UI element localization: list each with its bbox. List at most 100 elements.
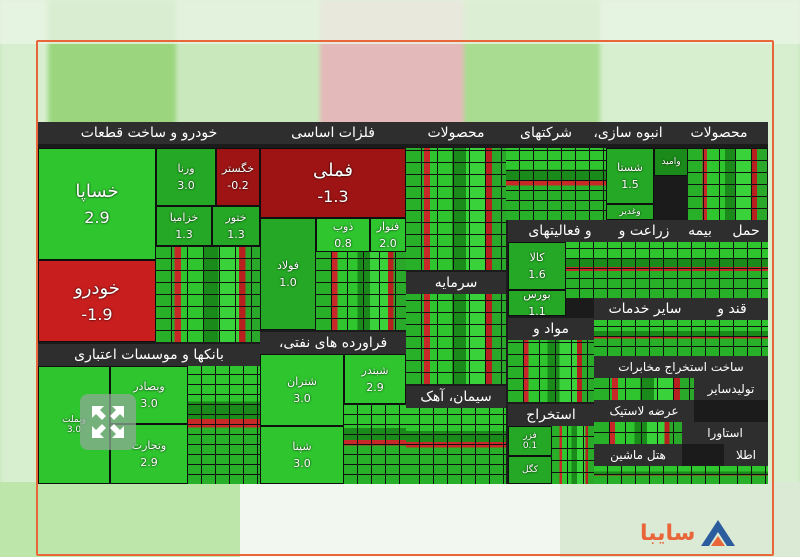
market-treemap: خودرو و ساخت قطعات خساپا 2.9 خودرو -1.9 … [38, 122, 768, 484]
tile-change: 2.9 [84, 208, 110, 227]
label-machinery: ماشین [610, 448, 644, 462]
tile-khgostar[interactable]: خگستر -0.2 [216, 148, 260, 206]
sector-header-other-j[interactable]: تولیدسایر [694, 378, 768, 400]
photo-frame [36, 40, 774, 556]
tile-kala[interactable]: کالا 1.6 [508, 242, 566, 290]
sector-header-materials[interactable]: مواد و [508, 318, 594, 340]
tile-symbol: خزامیا [169, 211, 199, 224]
small-tiles-metals [316, 252, 406, 330]
sector-header-activities[interactable]: و فعالیتهای [508, 220, 612, 242]
tile-zob[interactable]: ذوب 0.8 [316, 218, 370, 252]
sector-header-other-e[interactable]: استاورا [682, 422, 768, 444]
sector-header-construction[interactable]: ساخت استخراج مخابرات [594, 356, 768, 378]
background-band [0, 0, 800, 44]
brand-logo: سایبا [640, 518, 743, 548]
tile-khodro[interactable]: خودرو -1.9 [38, 260, 156, 342]
tile-change: 1.3 [227, 228, 245, 241]
tile-khtour[interactable]: ختور 1.3 [212, 206, 260, 246]
tile-symbol: وتجارت [131, 439, 167, 452]
tile-khasapa[interactable]: خساپا 2.9 [38, 148, 156, 260]
tile-change: 3.0 [140, 397, 158, 410]
small-tiles-services [594, 320, 768, 356]
sector-header-services[interactable]: سایر خدمات [594, 298, 696, 320]
sector-header-agri[interactable]: زراعت و [612, 220, 676, 242]
tile-symbol: شپنا [292, 440, 312, 453]
tile-shasta[interactable]: شستا 1.5 [606, 148, 654, 204]
tile-change: 2.0 [379, 237, 397, 250]
small-tiles-misc [594, 466, 724, 484]
small-tiles-banks [188, 366, 260, 484]
tile-change: 2.9 [140, 456, 158, 469]
tile-change: 1.6 [528, 268, 546, 281]
sector-header-auto[interactable]: خودرو و ساخت قطعات [38, 122, 260, 144]
small-tiles-products [406, 148, 506, 270]
tile-symbol: شستا [617, 161, 643, 174]
sector-header-extraction[interactable]: استخراج [508, 404, 594, 426]
tile-symbol: شبندر [361, 364, 389, 377]
sector-header-metals[interactable]: فلزات اساسی [260, 122, 406, 144]
tile-change: 3.0 [177, 179, 195, 192]
small-tiles-misc-3 [594, 422, 682, 444]
tile-change: 0.8 [334, 237, 352, 250]
tile-symbol: فملی [313, 160, 353, 181]
sector-header-other-h[interactable]: اطلا [724, 444, 768, 466]
tile-symbol: ورنا [177, 162, 195, 175]
tile-symbol: کگل [521, 465, 539, 475]
tile-symbol: خودرو [74, 278, 120, 299]
tile-change: 2.9 [366, 381, 384, 394]
tile-symbol: وبملت [62, 415, 86, 425]
sector-header-insurance[interactable]: بیمه [676, 220, 724, 242]
small-tiles-misc-4 [724, 466, 768, 484]
label-construction: استخراج [664, 360, 707, 374]
brand-logo-icon [701, 520, 736, 546]
sector-header-cement[interactable]: سیمان، آهک [406, 386, 506, 408]
sector-header-products[interactable]: محصولات [406, 122, 506, 144]
tile-vorna[interactable]: ورنا 3.0 [156, 148, 216, 206]
tile-symbol: بورس [523, 290, 551, 301]
sector-header-chemical[interactable]: شرکتهای [506, 122, 586, 144]
tile-bourse[interactable]: بورس 1.1 [508, 290, 566, 316]
sector-header-banks[interactable]: بانکها و موسسات اعتباری [38, 344, 260, 366]
tile-symbol: وغدیر [619, 207, 641, 217]
sector-header-investment[interactable]: سرمایه [406, 272, 506, 294]
tile-shetran[interactable]: شتران 3.0 [260, 354, 344, 426]
label-offer: عرضه [648, 404, 679, 418]
tile-fanvar[interactable]: فنوار 2.0 [370, 218, 406, 252]
tile-change: 1.5 [621, 178, 639, 191]
sector-header-mass[interactable]: انبوه سازی، [586, 122, 670, 144]
tile-symbol: فزر [523, 431, 537, 441]
tile-symbol: ختور [225, 211, 247, 224]
tile-foolad[interactable]: فولاد 1.0 [260, 218, 316, 330]
tile-change: 1.1 [528, 305, 546, 316]
tile-change: 3.0 [293, 392, 311, 405]
tile-change: 1.3 [175, 228, 193, 241]
sector-header-chem2[interactable]: محصولات [670, 122, 768, 144]
label-other-f: لاستیک [609, 404, 645, 418]
small-tiles-misc-2 [594, 378, 694, 400]
tile-symbol: وامید [661, 157, 681, 167]
sector-header-transport[interactable]: حمل [724, 220, 768, 242]
label-other-a: ساخت [710, 360, 744, 374]
tile-fameli[interactable]: فملی -1.3 [260, 148, 406, 218]
tile-symbol: وبصادر [133, 380, 165, 393]
tile-kgol[interactable]: کگل [508, 456, 552, 484]
small-tiles-cement [406, 408, 506, 484]
collapse-arrows-svg [92, 406, 124, 438]
background-bottom [0, 482, 800, 557]
tile-shbandar[interactable]: شبندر 2.9 [344, 354, 406, 404]
collapse-arrows-icon[interactable] [80, 394, 136, 450]
tile-symbol: ذوب [332, 220, 354, 233]
tile-vamid[interactable]: وامید [654, 148, 688, 176]
tile-khzamia[interactable]: خزامیا 1.3 [156, 206, 212, 246]
tile-fazr[interactable]: فزر 0.1 [508, 426, 552, 456]
small-tiles-investment [406, 294, 506, 384]
tile-shepna[interactable]: شپنا 3.0 [260, 426, 344, 484]
sector-header-offer[interactable]: عرضه لاستیک [594, 400, 694, 422]
brand-name: سایبا [640, 520, 696, 546]
sector-header-sugar[interactable]: قند و [696, 298, 768, 320]
tile-vghadir[interactable]: وغدیر [606, 204, 654, 220]
sector-header-hotel[interactable]: هتل ماشین [594, 444, 682, 466]
sector-header-oil[interactable]: فراورده های نفتی، [260, 332, 406, 354]
tile-change: 1.0 [279, 276, 297, 289]
tile-symbol: شتران [287, 375, 317, 388]
